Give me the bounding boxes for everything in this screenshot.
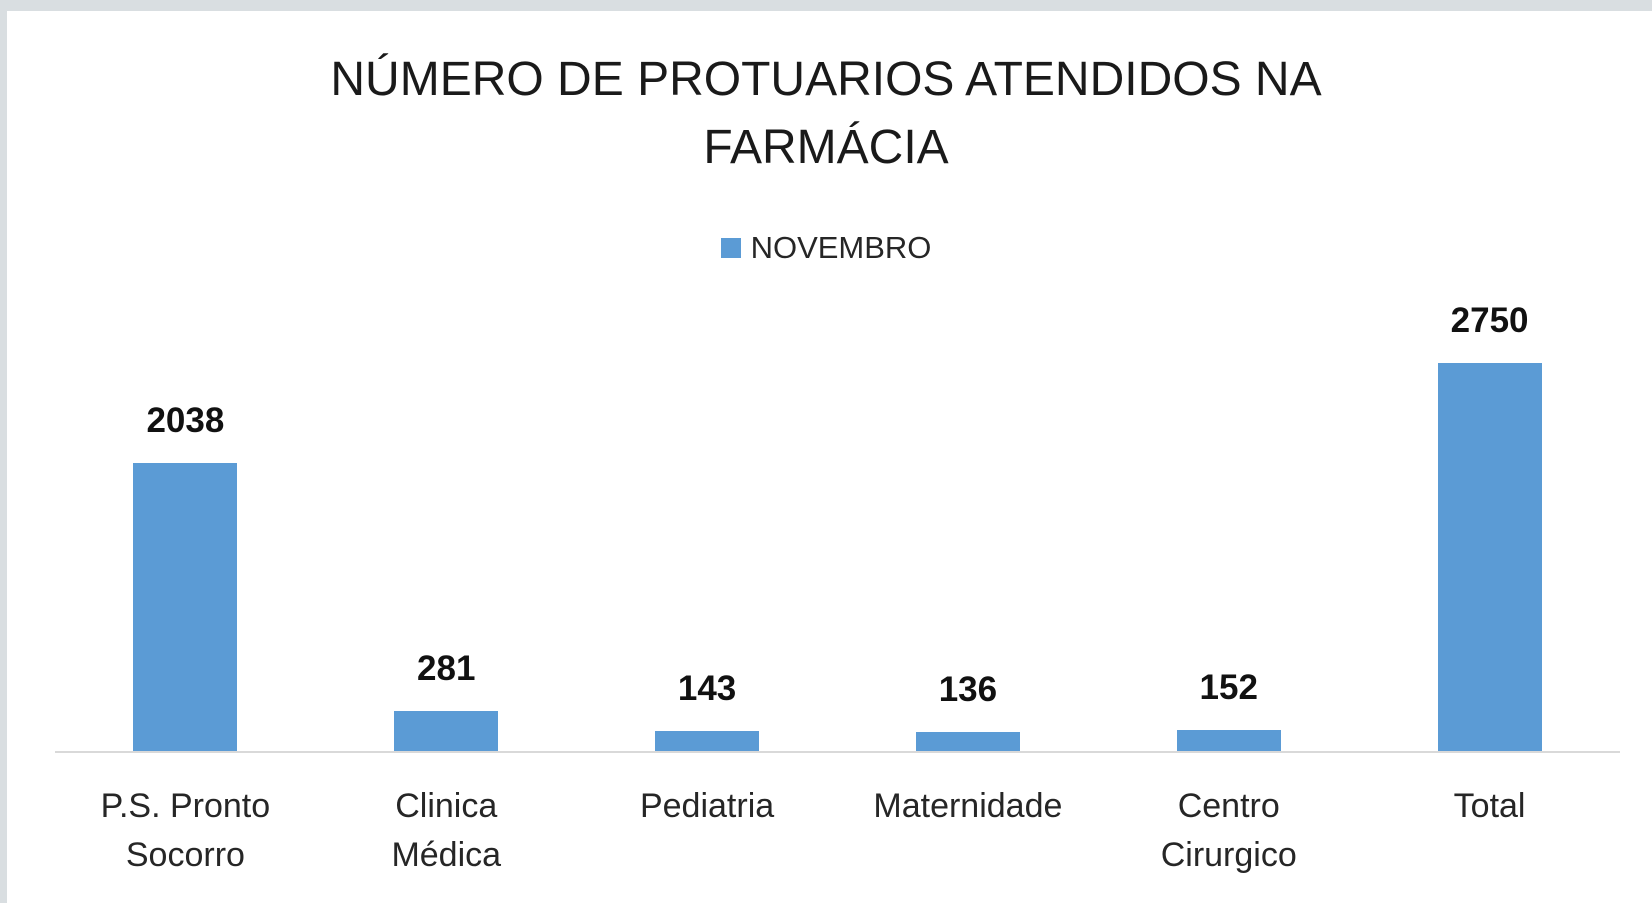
bar [915,731,1020,751]
data-label: 152 [1199,667,1258,707]
bar [1176,729,1281,751]
data-label: 281 [417,649,476,689]
x-tick-label: Centro Cirurgico [1160,787,1297,874]
x-tick-label: Total [1453,787,1526,825]
data-label: 2038 [146,401,225,441]
x-tick-label: Clinica Médica [391,787,502,874]
bar [655,730,760,751]
chart-title-box: NÚMERO DE PROTUARIOS ATENDIDOS NA FARMÁC… [0,46,1652,182]
x-tick-label: Pediatria [639,787,775,825]
chart-title: NÚMERO DE PROTUARIOS ATENDIDOS NA FARMÁC… [330,53,1322,174]
bar [1437,363,1542,751]
x-axis [55,751,1620,753]
data-label: 136 [938,669,998,709]
chart-panel [7,11,1652,903]
bar [133,463,238,751]
data-label: 2750 [1450,301,1529,340]
legend-label: NOVEMBRO [750,230,932,265]
data-label: 143 [677,668,737,708]
bar [394,711,499,751]
x-tick-label: Maternidade [873,787,1063,825]
x-tick-label: P.S. Pronto Socorro [100,787,271,874]
legend: NOVEMBRO [0,230,1652,266]
legend-swatch [720,237,741,258]
